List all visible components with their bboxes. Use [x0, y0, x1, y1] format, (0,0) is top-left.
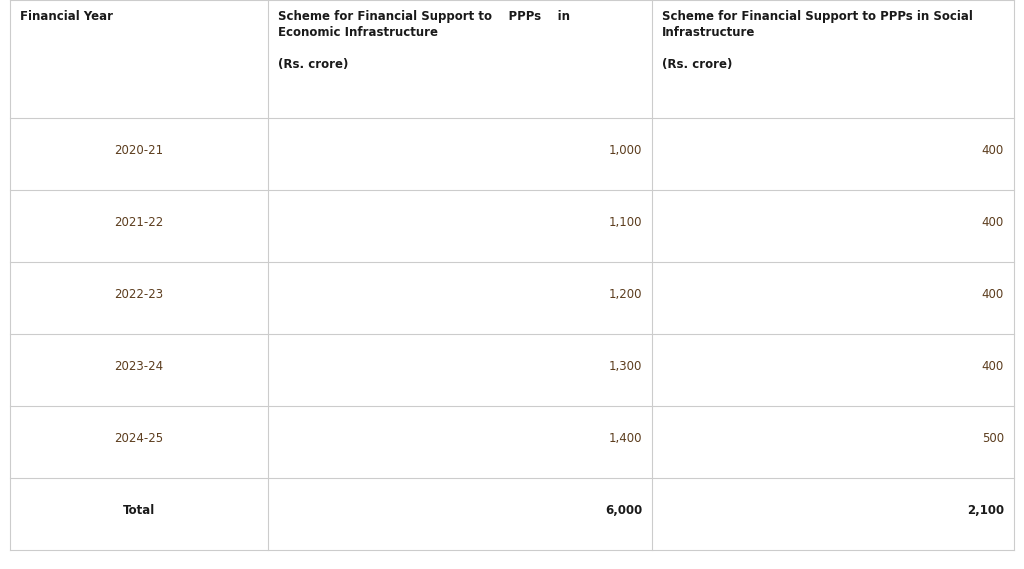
Text: 500: 500: [982, 432, 1004, 445]
Text: 400: 400: [982, 216, 1004, 229]
Text: 2023-24: 2023-24: [115, 360, 164, 373]
Text: Infrastructure: Infrastructure: [662, 26, 756, 39]
Text: 2022-23: 2022-23: [115, 288, 164, 301]
Text: 2020-21: 2020-21: [115, 144, 164, 157]
Text: 6,000: 6,000: [605, 504, 642, 517]
Text: 1,200: 1,200: [608, 288, 642, 301]
Text: Economic Infrastructure: Economic Infrastructure: [278, 26, 438, 39]
Text: 2021-22: 2021-22: [115, 216, 164, 229]
Text: Total: Total: [123, 504, 155, 517]
Text: Scheme for Financial Support to PPPs in Social: Scheme for Financial Support to PPPs in …: [662, 10, 973, 23]
Text: 400: 400: [982, 360, 1004, 373]
Text: 1,400: 1,400: [608, 432, 642, 445]
Text: 2024-25: 2024-25: [115, 432, 164, 445]
Text: 2,100: 2,100: [967, 504, 1004, 517]
Text: (Rs. crore): (Rs. crore): [278, 58, 348, 71]
Text: 400: 400: [982, 144, 1004, 157]
Text: 1,000: 1,000: [608, 144, 642, 157]
Text: 400: 400: [982, 288, 1004, 301]
Text: Scheme for Financial Support to    PPPs    in: Scheme for Financial Support to PPPs in: [278, 10, 570, 23]
Text: Financial Year: Financial Year: [20, 10, 113, 23]
Text: 1,300: 1,300: [608, 360, 642, 373]
Text: 1,100: 1,100: [608, 216, 642, 229]
Text: (Rs. crore): (Rs. crore): [662, 58, 732, 71]
